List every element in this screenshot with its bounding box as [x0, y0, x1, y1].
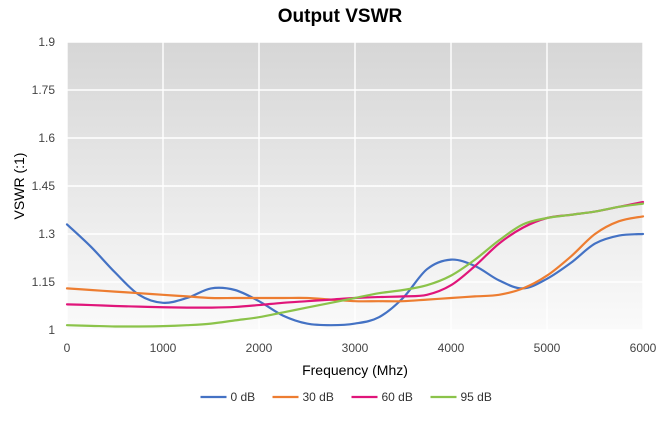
y-tick-label: 1: [48, 323, 55, 337]
x-tick-label: 0: [64, 341, 71, 355]
legend-label: 0 dB: [231, 390, 256, 404]
x-tick-label: 3000: [342, 341, 369, 355]
x-axis-label: Frequency (Mhz): [302, 362, 408, 378]
x-axis-tick-labels: 0 1000 2000 3000 4000 5000 6000: [64, 341, 657, 355]
x-tick-label: 1000: [150, 341, 177, 355]
legend-label: 30 dB: [303, 390, 334, 404]
x-tick-label: 5000: [534, 341, 561, 355]
y-axis-label: VSWR (:1): [11, 153, 27, 220]
x-tick-label: 6000: [630, 341, 657, 355]
gridlines: [66, 41, 644, 331]
y-tick-label: 1.9: [38, 35, 55, 49]
chart-title: Output VSWR: [278, 6, 403, 27]
series-line-0: [65, 223, 645, 327]
y-tick-label: 1.15: [32, 275, 56, 289]
series-line-3: [65, 202, 645, 328]
legend-label: 60 dB: [382, 390, 413, 404]
legend-label: 95 dB: [461, 390, 492, 404]
series-line-1: [65, 215, 645, 303]
y-tick-label: 1.3: [38, 227, 55, 241]
x-tick-label: 4000: [438, 341, 465, 355]
y-tick-label: 1.75: [32, 83, 56, 97]
legend: 0 dB 30 dB 60 dB 95 dB: [200, 390, 492, 404]
x-tick-label: 2000: [246, 341, 273, 355]
y-tick-label: 1.6: [38, 131, 55, 145]
y-axis-tick-labels: 1 1.15 1.3 1.45 1.6 1.75 1.9: [32, 35, 56, 337]
series-lines: [65, 200, 645, 328]
y-tick-label: 1.45: [32, 179, 56, 193]
